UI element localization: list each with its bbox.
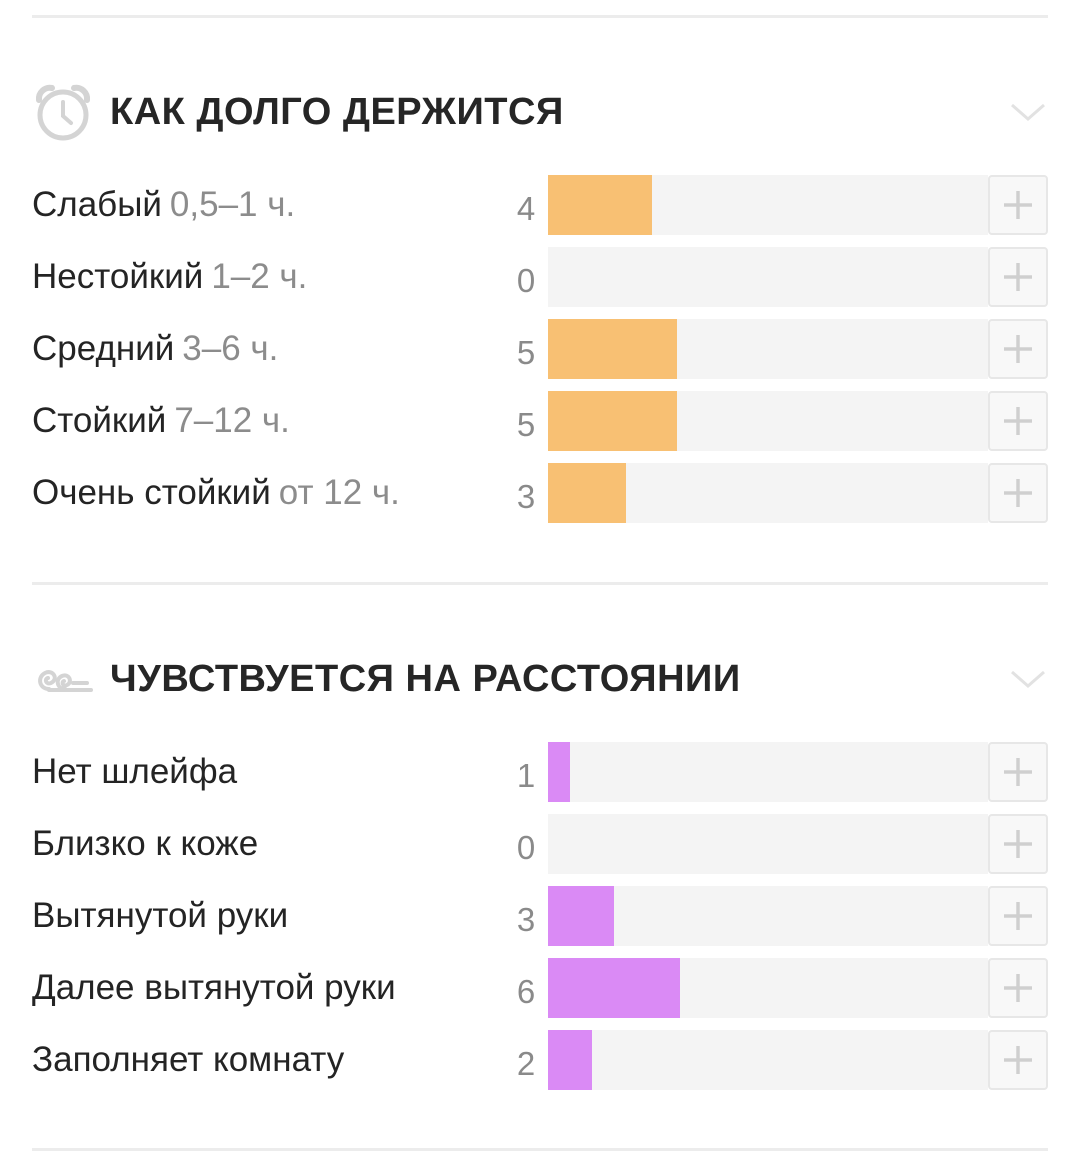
- row-label: Средний: [32, 329, 175, 368]
- vote-count: 1: [516, 757, 536, 794]
- row-sublabel: 0,5–1 ч.: [169, 185, 296, 224]
- vote-bar-track: [548, 742, 988, 802]
- add-vote-button[interactable]: [988, 463, 1048, 523]
- row-label: Далее вытянутой руки: [32, 968, 396, 1007]
- row-label: Очень стойкий: [32, 473, 271, 512]
- vote-bar-fill: [548, 886, 614, 946]
- add-vote-button[interactable]: [988, 814, 1048, 874]
- row-label: Вытянутой руки: [32, 896, 289, 935]
- chevron-down-icon[interactable]: [1008, 98, 1048, 126]
- plus-icon: [1004, 263, 1032, 291]
- vote-bar-fill: [548, 175, 652, 235]
- row-label: Близко к коже: [32, 824, 259, 863]
- vote-bar-fill: [548, 958, 680, 1018]
- vote-bar-fill: [548, 1030, 592, 1090]
- vote-bar-track: [548, 247, 988, 307]
- add-vote-button[interactable]: [988, 391, 1048, 451]
- plus-icon: [1004, 830, 1032, 858]
- vote-bar-track: [548, 1030, 988, 1090]
- add-vote-button[interactable]: [988, 175, 1048, 235]
- vote-count: 3: [516, 478, 536, 515]
- plus-icon: [1004, 974, 1032, 1002]
- divider-middle: [32, 582, 1048, 585]
- add-vote-button[interactable]: [988, 1030, 1048, 1090]
- sillage-row-close-to-skin: Близко к коже 0: [32, 814, 1048, 874]
- vote-count: 2: [516, 1045, 536, 1082]
- row-label: Заполняет комнату: [32, 1040, 345, 1079]
- vote-count: 5: [516, 406, 536, 443]
- sillage-row-arms-length: Вытянутой руки 3: [32, 886, 1048, 946]
- row-sublabel: 1–2 ч.: [211, 257, 308, 296]
- longevity-row-very-lasting: Очень стойкий от 12 ч. 3: [32, 463, 1048, 523]
- vote-count: 4: [516, 190, 536, 227]
- longevity-section-header[interactable]: КАК ДОЛГО ДЕРЖИТСЯ: [32, 77, 1048, 147]
- row-label: Нестойкий: [32, 257, 204, 296]
- add-vote-button[interactable]: [988, 247, 1048, 307]
- vote-bar-track: [548, 175, 988, 235]
- chevron-down-icon[interactable]: [1008, 665, 1048, 693]
- plus-icon: [1004, 758, 1032, 786]
- longevity-row-medium: Средний 3–6 ч. 5: [32, 319, 1048, 379]
- sillage-row-fills-room: Заполняет комнату 2: [32, 1030, 1048, 1090]
- plus-icon: [1004, 335, 1032, 363]
- vote-count: 5: [516, 334, 536, 371]
- plus-icon: [1004, 1046, 1032, 1074]
- vote-bar-fill: [548, 319, 678, 379]
- plus-icon: [1004, 902, 1032, 930]
- divider-bottom: [32, 1148, 1048, 1151]
- add-vote-button[interactable]: [988, 319, 1048, 379]
- longevity-row-lasting: Стойкий 7–12 ч. 5: [32, 391, 1048, 451]
- vote-bar-fill: [548, 391, 678, 451]
- plus-icon: [1004, 407, 1032, 435]
- vote-bar-track: [548, 814, 988, 874]
- row-sublabel: 3–6 ч.: [182, 329, 279, 368]
- vote-bar-fill: [548, 463, 626, 523]
- add-vote-button[interactable]: [988, 742, 1048, 802]
- row-label: Нет шлейфа: [32, 752, 238, 791]
- vote-count: 0: [516, 829, 536, 866]
- add-vote-button[interactable]: [988, 958, 1048, 1018]
- row-label: Стойкий: [32, 401, 167, 440]
- sillage-row-no-trail: Нет шлейфа 1: [32, 742, 1048, 802]
- row-label: Слабый: [32, 185, 162, 224]
- row-sublabel: 7–12 ч.: [174, 401, 290, 440]
- vote-count: 6: [516, 973, 536, 1010]
- row-sublabel: от 12 ч.: [278, 473, 400, 512]
- sillage-section-header[interactable]: ЧУВСТВУЕТСЯ НА РАССТОЯНИИ: [32, 644, 1048, 714]
- vote-bar-track: [548, 391, 988, 451]
- vote-bar-track: [548, 886, 988, 946]
- alarm-clock-icon: [32, 81, 94, 143]
- sillage-section-title: ЧУВСТВУЕТСЯ НА РАССТОЯНИИ: [110, 657, 741, 700]
- longevity-row-unstable: Нестойкий 1–2 ч. 0: [32, 247, 1048, 307]
- vote-bar-fill: [548, 742, 570, 802]
- plus-icon: [1004, 191, 1032, 219]
- sillage-row-beyond-arms-length: Далее вытянутой руки 6: [32, 958, 1048, 1018]
- divider-top: [32, 15, 1048, 18]
- vote-count: 0: [516, 262, 536, 299]
- add-vote-button[interactable]: [988, 886, 1048, 946]
- vote-bar-track: [548, 319, 988, 379]
- wind-swirl-icon: [32, 648, 94, 710]
- plus-icon: [1004, 479, 1032, 507]
- vote-bar-track: [548, 958, 988, 1018]
- longevity-row-weak: Слабый 0,5–1 ч. 4: [32, 175, 1048, 235]
- vote-bar-track: [548, 463, 988, 523]
- longevity-section-title: КАК ДОЛГО ДЕРЖИТСЯ: [110, 90, 564, 133]
- vote-count: 3: [516, 901, 536, 938]
